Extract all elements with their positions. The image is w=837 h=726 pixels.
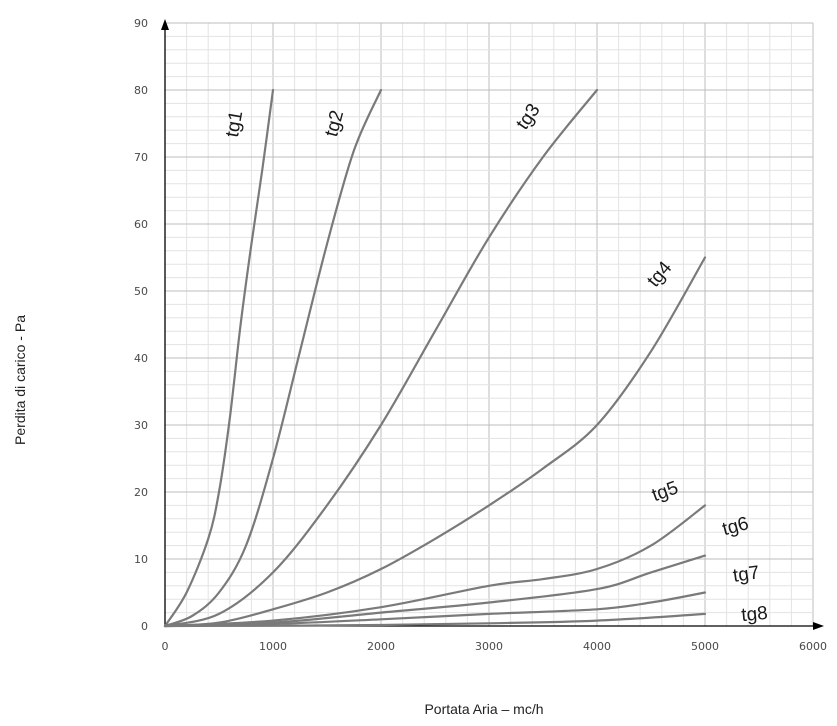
- series-line-tg2: [163, 88, 383, 628]
- x-axis-title: Portata Aria – mc/h: [424, 701, 543, 717]
- x-tick-label: 6000: [799, 640, 827, 653]
- y-tick-label: 0: [141, 620, 148, 633]
- x-tick-label: 0: [162, 640, 169, 653]
- x-tick-label: 2000: [367, 640, 395, 653]
- series-label-tg8: tg8: [740, 603, 768, 626]
- series-line-tg7: [163, 591, 707, 628]
- series-labels: tg1 tg2 tg3 tg4 tg5 tg6 tg7 tg8: [222, 100, 769, 626]
- series-line-tg1: [163, 88, 275, 628]
- y-tick-label: 40: [134, 352, 148, 365]
- y-tick-label: 80: [134, 84, 148, 97]
- series-label-tg3: tg3: [512, 100, 544, 134]
- y-tick-label: 30: [134, 419, 148, 432]
- series-line-tg4: [163, 256, 707, 628]
- y-tick-label: 60: [134, 218, 148, 231]
- x-tick-label: 4000: [583, 640, 611, 653]
- x-tick-label: 3000: [475, 640, 503, 653]
- x-axis-arrow: [813, 622, 824, 630]
- series-line-tg6: [163, 554, 707, 628]
- y-tick-label: 50: [134, 285, 148, 298]
- tick-labels: 0 1000 2000 3000 4000 5000 6000 0 10 20 30 40 50 60 70…: [134, 17, 827, 653]
- series-label-tg2: tg2: [321, 108, 348, 139]
- series-label-tg7: tg7: [732, 562, 761, 586]
- y-axis-title: Perdita di carico - Pa: [12, 315, 28, 445]
- series-line-tg3: [163, 88, 599, 628]
- series-label-tg6: tg6: [720, 513, 751, 540]
- series: [163, 88, 707, 628]
- y-tick-label: 90: [134, 17, 148, 30]
- series-label-tg4: tg4: [643, 257, 676, 291]
- y-tick-label: 10: [134, 553, 148, 566]
- series-label-tg5: tg5: [649, 477, 681, 506]
- y-axis-arrow: [161, 19, 169, 30]
- x-tick-label: 1000: [259, 640, 287, 653]
- y-tick-label: 70: [134, 151, 148, 164]
- series-line-tg8: [163, 612, 707, 628]
- x-tick-label: 5000: [691, 640, 719, 653]
- grid: [165, 22, 814, 626]
- series-line-tg5: [163, 504, 707, 628]
- series-label-tg1: tg1: [222, 109, 247, 139]
- y-tick-label: 20: [134, 486, 148, 499]
